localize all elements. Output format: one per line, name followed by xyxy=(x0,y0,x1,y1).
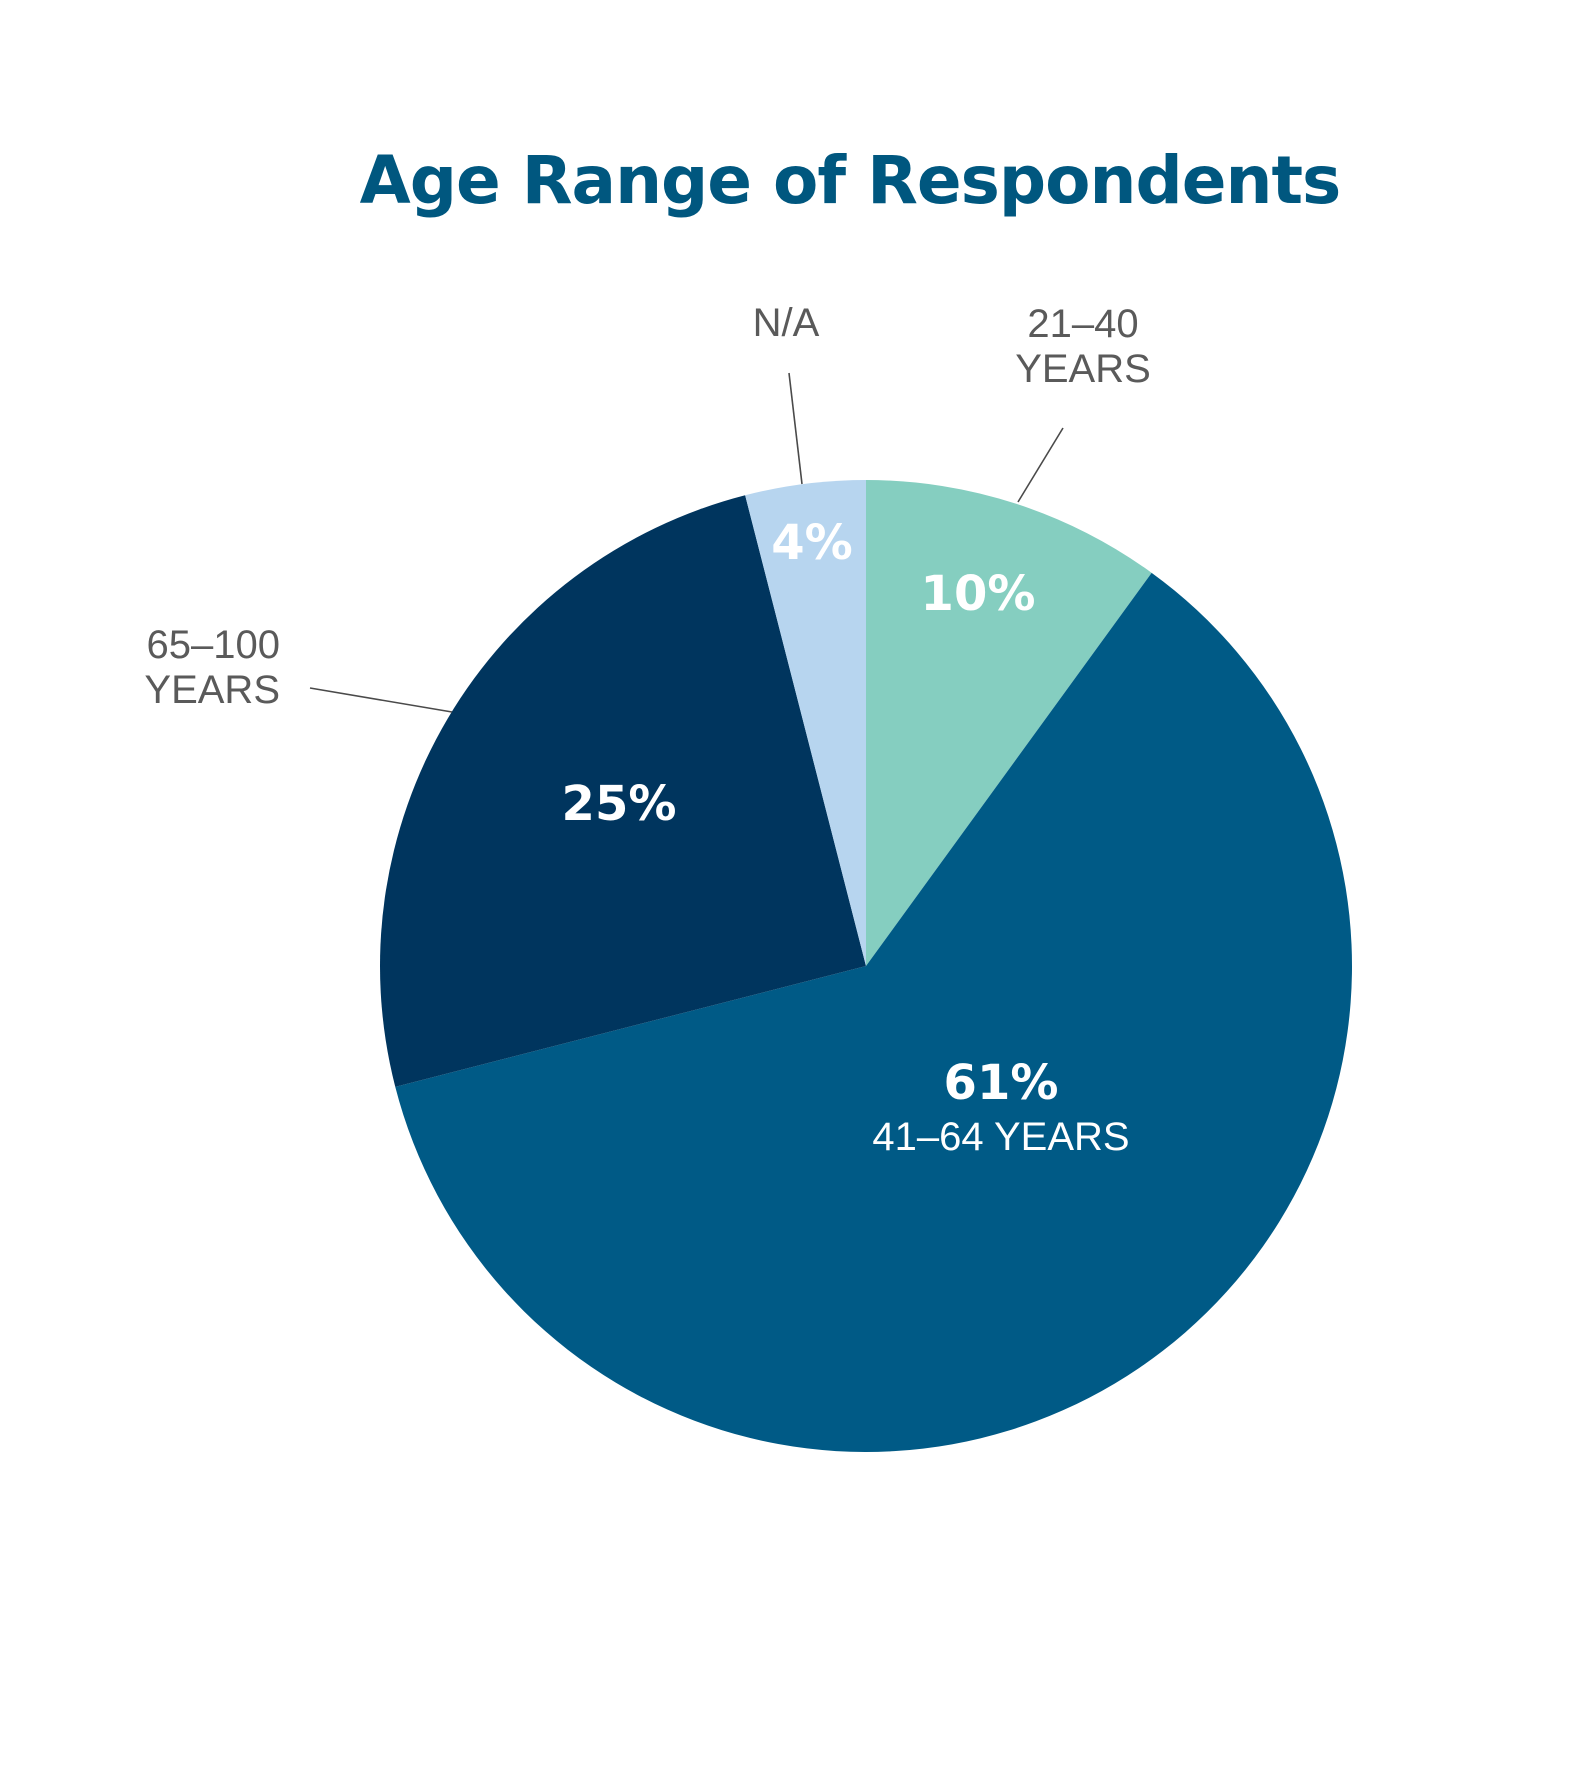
percent-label-65-100-years: 25% xyxy=(562,776,677,832)
category-label-n-a: N/A xyxy=(753,301,820,345)
percent-label-n-a: 4% xyxy=(771,515,853,571)
pie-slice-21-40-years xyxy=(866,480,1152,966)
pie-slices xyxy=(380,480,1353,1453)
leader-line-21-40-years xyxy=(1017,427,1064,503)
leader-line-65-100-years xyxy=(309,687,453,713)
category-label-41-64-years: 41–64 YEARS xyxy=(872,1115,1129,1159)
category-label-21-40-years: 21–40 YEARS xyxy=(1015,302,1151,391)
pie-slice-41-64-years xyxy=(395,572,1353,1453)
leader-lines xyxy=(309,372,1064,713)
chart-title: Age Range of Respondents xyxy=(359,142,1342,219)
category-label-65-100-years: 65–100 YEARS xyxy=(144,623,280,712)
slice-labels: 10% 21–40 YEARS 61%41–64 YEARS 25% 65–100 YEAR… xyxy=(144,301,1150,1159)
percent-label-21-40-years: 10% xyxy=(921,566,1036,622)
leader-line-n-a xyxy=(788,372,803,485)
pie-slice-65-100-years xyxy=(380,495,866,1087)
percent-label-41-64-years: 61% xyxy=(944,1055,1059,1111)
pie-slice-n-a xyxy=(745,480,866,966)
